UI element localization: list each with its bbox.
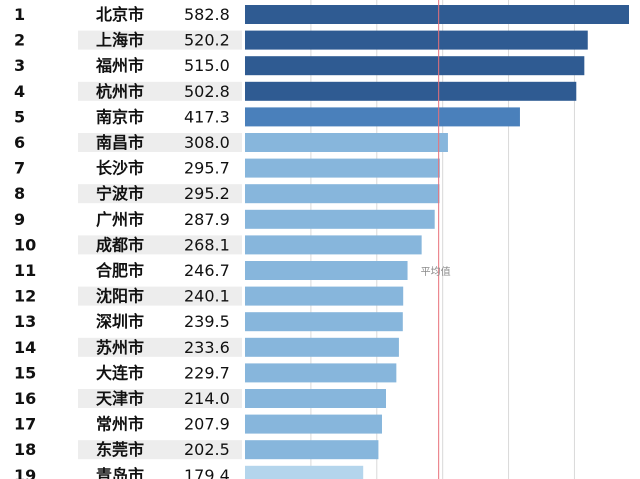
rank-label: 11 xyxy=(14,261,36,280)
city-label: 杭州市 xyxy=(96,82,144,101)
row-stripe xyxy=(78,81,242,101)
city-label: 北京市 xyxy=(96,5,144,24)
bar xyxy=(245,465,364,479)
value-label: 246.7 xyxy=(184,261,230,280)
city-label: 大连市 xyxy=(96,363,144,382)
row-stripe xyxy=(78,337,242,357)
value-label: 520.2 xyxy=(184,31,230,50)
bar xyxy=(245,312,403,332)
rank-label: 8 xyxy=(14,184,25,203)
bar xyxy=(245,209,435,229)
value-label: 202.5 xyxy=(184,440,230,459)
row-stripe xyxy=(78,440,242,460)
rank-label: 15 xyxy=(14,363,36,382)
value-label: 308.0 xyxy=(184,133,230,152)
bar xyxy=(245,158,440,178)
city-label: 成都市 xyxy=(96,235,144,254)
value-label: 295.7 xyxy=(184,159,230,178)
rank-label: 14 xyxy=(14,338,36,357)
bar xyxy=(245,5,629,24)
value-label: 515.0 xyxy=(184,56,230,75)
city-label: 南京市 xyxy=(96,107,144,126)
row-stripe xyxy=(78,184,242,204)
rank-label: 5 xyxy=(14,107,25,126)
city-label: 广州市 xyxy=(96,210,144,229)
bar xyxy=(245,81,577,101)
value-label: 502.8 xyxy=(184,82,230,101)
row-stripe xyxy=(78,286,242,306)
bar xyxy=(245,56,585,76)
row-stripe xyxy=(78,389,242,408)
rank-label: 7 xyxy=(14,159,25,178)
value-label: 179.4 xyxy=(184,466,230,479)
value-label: 287.9 xyxy=(184,210,230,229)
value-label: 239.5 xyxy=(184,312,230,331)
city-label: 青岛市 xyxy=(96,466,144,479)
city-label: 福州市 xyxy=(95,56,144,75)
city-label: 宁波市 xyxy=(96,184,144,203)
value-label: 229.7 xyxy=(184,363,230,382)
city-label: 常州市 xyxy=(96,415,144,434)
city-label: 南昌市 xyxy=(96,133,144,152)
value-label: 233.6 xyxy=(184,338,230,357)
bar xyxy=(245,107,520,127)
bar xyxy=(245,286,404,306)
bar xyxy=(245,337,399,357)
bar xyxy=(245,414,382,434)
city-label: 深圳市 xyxy=(96,312,144,331)
rank-label: 16 xyxy=(14,389,36,408)
bar xyxy=(245,133,448,152)
rank-label: 18 xyxy=(14,440,36,459)
city-label: 合肥市 xyxy=(96,261,144,280)
value-label: 417.3 xyxy=(184,107,230,126)
city-label: 上海市 xyxy=(96,31,144,50)
value-label: 582.8 xyxy=(184,5,230,24)
bar xyxy=(245,30,588,50)
rank-label: 13 xyxy=(14,312,36,331)
value-label: 268.1 xyxy=(184,235,230,254)
rank-label: 19 xyxy=(14,466,36,479)
rank-label: 3 xyxy=(14,56,25,75)
bar xyxy=(245,389,387,408)
bar xyxy=(245,363,397,383)
row-stripe xyxy=(78,133,242,152)
value-label: 207.9 xyxy=(184,415,230,434)
value-label: 214.0 xyxy=(184,389,230,408)
city-label: 沈阳市 xyxy=(96,287,144,306)
average-marker: 平均值 xyxy=(421,0,451,479)
city-label: 长沙市 xyxy=(96,159,144,178)
rank-label: 6 xyxy=(14,133,25,152)
rank-label: 1 xyxy=(14,5,25,24)
bar xyxy=(245,235,422,255)
city-label: 天津市 xyxy=(96,389,144,408)
chart-rows: 1 北京市 582.8 2 上海市 520.2 3 福州市 515.0 4 杭州市 502.8 5 南京市… xyxy=(14,5,629,479)
rank-label: 12 xyxy=(14,287,36,306)
row-stripe xyxy=(78,235,242,255)
city-label: 东莞市 xyxy=(96,440,144,459)
row-stripe xyxy=(78,30,242,50)
rank-label: 17 xyxy=(14,415,36,434)
bar xyxy=(245,440,379,460)
bar xyxy=(245,184,440,204)
rank-label: 4 xyxy=(14,82,25,101)
rank-label: 9 xyxy=(14,210,25,229)
rank-label: 10 xyxy=(14,235,36,254)
bar xyxy=(245,261,408,280)
value-label: 295.2 xyxy=(184,184,230,203)
rank-label: 2 xyxy=(14,31,25,50)
city-label: 苏州市 xyxy=(96,338,144,357)
value-label: 240.1 xyxy=(184,287,230,306)
average-label: 平均值 xyxy=(421,265,451,278)
